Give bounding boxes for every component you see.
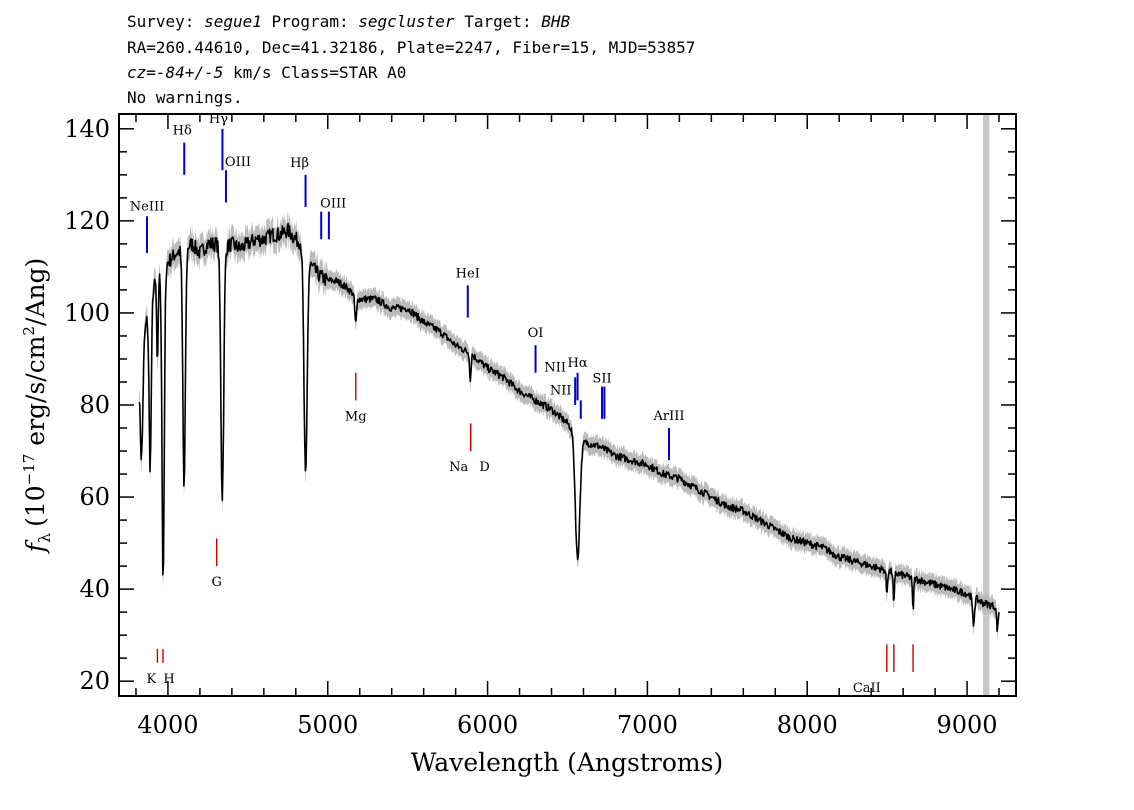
spectral-line-label-18: Mg — [345, 409, 367, 424]
flux-series-line — [138, 222, 1000, 633]
spectral-line-label-15: K — [147, 672, 157, 687]
spectral-line-label-2: Hγ — [209, 112, 228, 127]
spectrum-header-line-4: No warnings. — [127, 88, 243, 107]
y-label-lambda: λ — [35, 533, 54, 543]
program-label: Program: — [271, 12, 349, 31]
y-label-exp1: −17 — [20, 454, 38, 486]
y-tick-label-40: 40 — [79, 575, 110, 603]
y-label-open: (10 — [21, 485, 50, 527]
cz-units-class: km/s Class=STAR A0 — [223, 63, 407, 82]
survey-label: Survey: — [127, 12, 195, 31]
spectrum-header-line-1: Survey: segue1 Program: segcluster Targe… — [127, 12, 570, 32]
spectral-line-label-1: Hδ — [173, 124, 192, 139]
spectral-line-label-12: SII — [592, 372, 611, 387]
y-tick-label-60: 60 — [79, 483, 110, 511]
spectrum-header-line-2: RA=260.44610, Dec=41.32186, Plate=2247, … — [127, 38, 696, 57]
x-tick-label-5000: 5000 — [297, 711, 358, 739]
spectral-line-label-4: Hβ — [290, 156, 309, 171]
x-tick-label-8000: 8000 — [777, 711, 838, 739]
y-label-close: /Ang) — [21, 258, 50, 326]
spectral-line-label-21: CaII — [853, 681, 881, 696]
masked-band — [983, 115, 990, 695]
spectral-line-label-10: Hα — [568, 356, 588, 371]
spectral-line-label-7: HeI — [456, 266, 480, 281]
spectral-line-label-8: OI — [528, 326, 544, 341]
y-tick-label-80: 80 — [79, 391, 110, 419]
spectral-line-label-11: NII — [550, 383, 572, 398]
x-tick-label-7000: 7000 — [617, 711, 678, 739]
spectral-line-label-3: OIII — [225, 155, 251, 170]
spectral-line-label-9: NII — [544, 360, 566, 375]
x-tick-label-4000: 4000 — [137, 711, 198, 739]
cz-value: -84+/-5 — [155, 63, 224, 82]
program-value: segcluster — [358, 12, 455, 31]
target-value: BHB — [541, 12, 571, 31]
y-label-exp2: 2 — [20, 326, 38, 336]
target-label: Target: — [464, 12, 532, 31]
y-tick-label-120: 120 — [64, 207, 110, 235]
spectral-line-label-5: OIII — [320, 197, 346, 212]
spectral-line-label-0: NeIII — [130, 199, 164, 214]
y-label-mid: erg/s/cm — [21, 335, 50, 453]
spectral-line-label-20: D — [479, 460, 489, 475]
spectral-line-label-19: Na — [449, 460, 468, 475]
spectral-line-label-16: H — [163, 672, 174, 687]
y-tick-label-140: 140 — [64, 115, 110, 143]
x-tick-label-6000: 6000 — [457, 711, 518, 739]
axis-ticks: 4000 5000 6000 7000 8000 9000 20 40 60 80 100 120 14… — [64, 115, 1015, 739]
survey-value: segue1 — [204, 12, 262, 31]
y-tick-label-20: 20 — [79, 667, 110, 695]
spectral-line-label-14: ArIII — [652, 409, 684, 424]
x-axis-label: Wavelength (Angstroms) — [411, 748, 723, 777]
y-axis-label: fλ (10−17 erg/s/cm2/Ang) — [20, 258, 54, 555]
y-label-f: f — [21, 539, 50, 554]
plot-frame — [118, 113, 1017, 697]
spectral-line-label-17: G — [211, 575, 221, 590]
cz-label: cz= — [127, 63, 156, 82]
spectrum-header-line-3: cz=-84+/-5 km/s Class=STAR A0 — [127, 63, 406, 83]
x-tick-label-9000: 9000 — [937, 711, 998, 739]
y-tick-label-100: 100 — [64, 299, 110, 327]
